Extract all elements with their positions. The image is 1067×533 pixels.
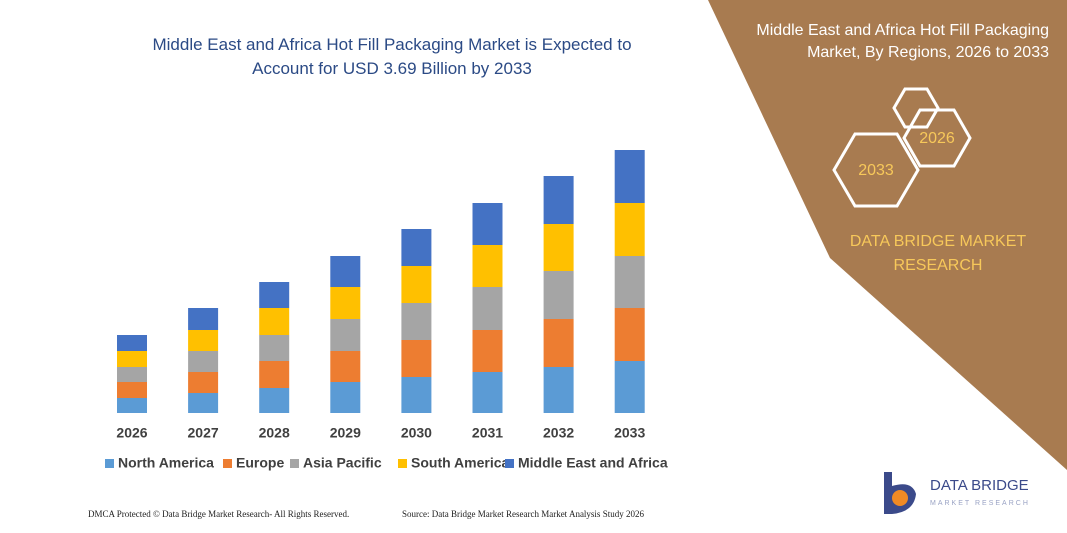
hexagon	[832, 132, 920, 208]
bar-segment	[543, 224, 574, 271]
bar-segment	[259, 282, 290, 308]
x-tick-label: 2032	[543, 425, 574, 441]
bar-segment	[188, 372, 219, 393]
x-tick-label: 2031	[472, 425, 503, 441]
bar-segment	[543, 271, 574, 319]
bar-segment	[614, 361, 645, 413]
bar-segment	[117, 351, 147, 367]
x-tick-label: 2028	[259, 425, 290, 441]
bar-segment	[543, 367, 574, 413]
bar-segment	[401, 266, 432, 303]
bar-segment	[472, 245, 503, 287]
bar-segment	[188, 351, 219, 372]
logo-mark	[892, 490, 908, 506]
logo-tagline: MARKET RESEARCH	[930, 500, 1030, 507]
bar-segment	[117, 398, 147, 413]
bar-segment	[472, 287, 503, 330]
bar-segment	[472, 203, 503, 245]
bar-segment	[117, 335, 147, 351]
bar-segment	[614, 150, 645, 203]
legend-swatch	[223, 459, 232, 468]
x-tick-label: 2033	[614, 425, 645, 441]
legend-label: Middle East and Africa	[518, 455, 668, 471]
footer-left: DMCA Protected © Data Bridge Market Rese…	[88, 509, 349, 519]
hexagon-label: 2026	[919, 130, 955, 147]
legend-label: Europe	[236, 455, 284, 471]
panel-title: Middle East and Africa Hot Fill Packagin…	[756, 22, 1049, 61]
legend-label: North America	[118, 455, 214, 471]
side-panel-bg	[708, 0, 1067, 470]
legend-swatch	[398, 459, 407, 468]
legend-swatch	[505, 459, 514, 468]
bar-segment	[330, 382, 361, 413]
hexagon	[902, 108, 972, 168]
bar-segment	[259, 388, 290, 413]
bar-segment	[330, 256, 361, 287]
x-tick-label: 2029	[330, 425, 361, 441]
bar-segment	[472, 330, 503, 372]
bar-segment	[614, 256, 645, 308]
bar-segment	[259, 361, 290, 388]
bar-segment	[614, 203, 645, 256]
x-tick-label: 2026	[116, 425, 147, 441]
legend-swatch	[105, 459, 114, 468]
legend-swatch	[290, 459, 299, 468]
bar-segment	[401, 303, 432, 340]
legend-label: Asia Pacific	[303, 455, 382, 471]
bar-segment	[543, 319, 574, 367]
bar-segment	[259, 308, 290, 335]
chart-title: Middle East and Africa Hot Fill Packagin…	[152, 35, 632, 78]
bar-segment	[188, 330, 219, 351]
x-tick-label: 2030	[401, 425, 432, 441]
bar-segment	[188, 308, 219, 330]
bar-segment	[117, 382, 147, 398]
x-tick-label: 2027	[188, 425, 219, 441]
brand-text: DATA BRIDGE MARKET	[850, 233, 1027, 250]
bar-segment	[614, 308, 645, 361]
bar-segment	[188, 393, 219, 413]
hexagon	[892, 87, 940, 129]
bar-segment	[117, 367, 147, 382]
bar-segment	[401, 377, 432, 413]
bar-segment	[330, 319, 361, 351]
legend-label: South America	[411, 455, 509, 471]
bar-segment	[401, 340, 432, 377]
logo-name: DATA BRIDGE	[930, 477, 1029, 494]
bar-segment	[401, 229, 432, 266]
footer-right: Source: Data Bridge Market Research Mark…	[402, 509, 644, 519]
logo: DATA BRIDGE MARKET RESEARCH	[884, 472, 1030, 514]
bar-segment	[472, 372, 503, 413]
bar-segment	[330, 351, 361, 382]
bar-segment	[330, 287, 361, 319]
bar-segment	[259, 335, 290, 361]
hexagon-label: 2033	[858, 162, 894, 179]
bar-segment	[543, 176, 574, 224]
brand-text: RESEARCH	[894, 257, 983, 274]
